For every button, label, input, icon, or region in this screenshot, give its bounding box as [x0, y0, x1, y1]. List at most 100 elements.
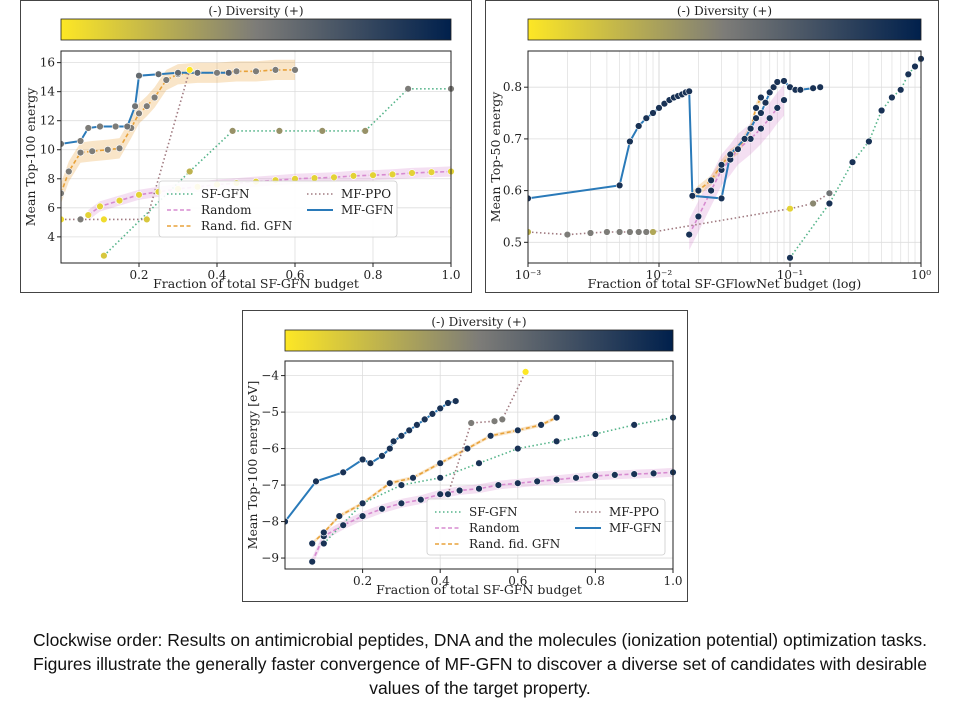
data-point-rand_fid — [734, 145, 742, 153]
plot-area — [528, 51, 921, 263]
data-point-mf_gfn — [746, 124, 755, 133]
data-point-sf_gfn — [848, 158, 857, 166]
grid-lines — [527, 51, 922, 263]
x-tick-label: 0.2 — [353, 574, 372, 588]
data-point-mf_ppo — [642, 228, 651, 236]
x-tick-label: 10⁰ — [911, 268, 931, 282]
data-point-rand_fid — [135, 109, 143, 118]
data-point-rand_fid — [271, 66, 280, 74]
x-tick-label: 10⁻² — [646, 268, 673, 282]
y-axis-label: Mean Top-50 energy — [488, 91, 503, 222]
y-tick-label: −9 — [261, 551, 279, 565]
x-tick-label: 0.4 — [207, 268, 226, 282]
x-tick-label: 0.6 — [508, 574, 527, 588]
data-point-mf_gfn — [61, 140, 65, 148]
series-line-rand_fid — [311, 416, 557, 545]
x-axis-label: Fraction of total SF-GFN budget — [153, 276, 359, 291]
data-point-rand_fid — [104, 146, 112, 154]
band-rand_fid — [312, 415, 557, 546]
data-point-rand_fid — [717, 161, 726, 169]
data-point-sf_gfn — [630, 421, 638, 429]
data-point-mf_ppo — [626, 228, 634, 236]
data-point-sf_gfn — [552, 437, 561, 446]
data-point-random — [685, 230, 693, 239]
data-point-random — [611, 471, 619, 479]
data-point-random — [378, 505, 386, 513]
legend-label-random: Random — [469, 521, 520, 535]
legend-label-mf_ppo: MF-PPO — [341, 187, 391, 201]
y-tick-label: −7 — [261, 478, 279, 492]
plot-content — [61, 59, 455, 260]
data-point-sf_gfn — [786, 254, 794, 262]
data-point-random — [766, 114, 774, 122]
plot-content — [285, 368, 677, 567]
series-line-mf_gfn — [285, 400, 456, 523]
data-point-mf_gfn — [339, 468, 347, 477]
data-point-mf_ppo — [603, 228, 611, 236]
x-tick-label: 1.0 — [663, 574, 682, 588]
data-point-mf_gfn — [726, 150, 735, 159]
legend-label-rand_fid: Rand. fid. GFN — [469, 537, 560, 551]
axes-frame — [527, 50, 922, 264]
data-point-mf_gfn — [154, 70, 163, 78]
data-point-mf_gfn — [135, 71, 143, 80]
data-point-mf_ppo — [76, 215, 85, 224]
data-point-sf_gfn — [911, 62, 919, 71]
x-tick-label: 0.4 — [431, 574, 450, 588]
y-tick-label: 14 — [40, 85, 56, 99]
y-tick-label: 0.8 — [503, 80, 522, 94]
data-point-random — [310, 174, 319, 182]
legend-label-rand_fid: Rand. fid. GFN — [201, 219, 292, 233]
data-point-mf_gfn — [528, 194, 532, 203]
data-point-random — [115, 196, 124, 205]
data-point-mf_gfn — [421, 415, 429, 424]
data-point-sf_gfn — [475, 459, 483, 467]
diversity-colorbar — [284, 329, 674, 352]
data-point-mf_gfn — [312, 477, 320, 486]
series-line-mf_ppo — [61, 69, 191, 221]
data-point-mf_gfn — [452, 397, 460, 405]
data-point-rand_fid — [61, 189, 65, 197]
data-point-mf_ppo — [498, 415, 506, 424]
data-point-random — [308, 558, 316, 566]
data-point-mf_gfn — [428, 410, 437, 418]
data-point-mf_gfn — [769, 83, 778, 91]
y-tick-label: −4 — [261, 369, 279, 383]
data-point-mf_gfn — [413, 421, 421, 429]
data-point-rand_fid — [537, 421, 545, 429]
chart-panel-amp: (-) Diversity (+) 0.2 0.4 0.6 0.8 1.0 4 6 8 10 12 1… — [20, 0, 472, 293]
data-point-sf_gfn — [436, 474, 444, 482]
data-point-mf_ppo — [490, 417, 499, 425]
data-point-random — [694, 212, 703, 221]
data-point-mf_ppo — [786, 205, 794, 213]
data-point-random — [707, 186, 715, 195]
y-tick-label: −5 — [261, 405, 279, 419]
data-point-random — [514, 479, 522, 487]
data-point-rand_fid — [76, 148, 85, 157]
molecules-chart-svg: (-) Diversity (+) 0.2 0.4 0.6 0.8 1.0 −9 −8 −7 −6… — [245, 315, 683, 597]
x-tick-label: 0.6 — [285, 268, 304, 282]
y-tick-label: 8 — [47, 172, 55, 186]
data-point-rand_fid — [463, 444, 472, 453]
data-point-mf_gfn — [389, 437, 398, 446]
data-point-mf_gfn — [635, 122, 643, 130]
data-point-rand_fid — [143, 102, 151, 110]
data-point-rand_fid — [358, 499, 367, 508]
data-point-sf_gfn — [318, 127, 326, 135]
data-point-mf_ppo — [563, 230, 572, 239]
data-point-rand_fid — [252, 67, 260, 76]
data-point-sf_gfn — [514, 444, 522, 453]
y-tick-label: −8 — [261, 515, 279, 529]
data-point-random — [780, 96, 788, 104]
data-point-rand_fid — [335, 512, 344, 520]
data-point-mf_gfn — [131, 102, 139, 110]
data-point-sf_gfn — [320, 539, 328, 548]
data-point-mf_gfn — [740, 135, 749, 143]
data-point-mf_gfn — [816, 83, 824, 91]
data-point-mf_ppo — [528, 228, 532, 236]
data-point-rand_fid — [436, 459, 444, 467]
data-point-random — [649, 469, 658, 478]
data-point-mf_gfn — [285, 517, 289, 526]
data-point-rand_fid — [65, 167, 73, 176]
data-point-mf_gfn — [76, 137, 85, 145]
